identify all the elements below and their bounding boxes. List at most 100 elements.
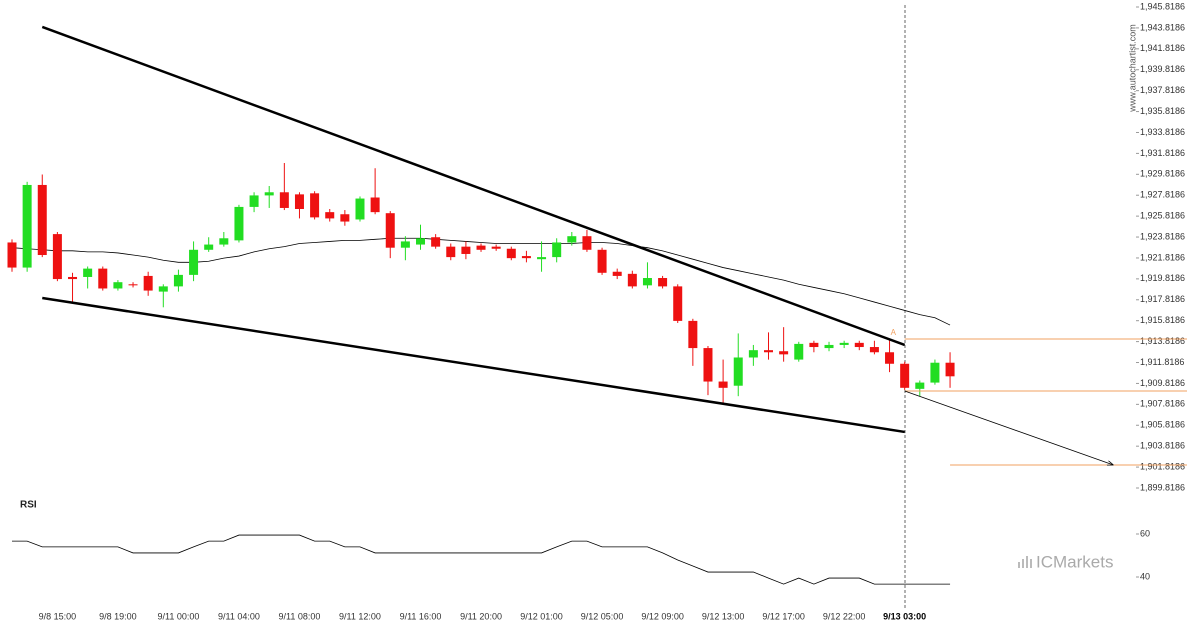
x-tick-label: 9/13 03:00 <box>883 611 926 621</box>
candle-body <box>264 192 274 196</box>
candle-body <box>431 237 441 247</box>
candle-body <box>189 249 199 275</box>
candle-body <box>294 194 304 210</box>
candle-body <box>627 273 637 287</box>
y-tick-label: 1,905.8186 <box>1140 420 1185 430</box>
y-tick-label: 1,911.8186 <box>1140 357 1184 367</box>
logo-icon <box>1018 556 1032 568</box>
level-label: A <box>891 328 897 337</box>
candle-body <box>945 362 955 377</box>
candle-body <box>400 241 410 248</box>
candle-body <box>158 286 168 292</box>
y-tick-label: 1,937.8186 <box>1140 85 1185 95</box>
y-tick-label: 1,921.8186 <box>1140 252 1185 262</box>
candle-body <box>325 212 335 219</box>
candle-body <box>733 357 743 386</box>
candle-body <box>506 248 516 259</box>
candle-body <box>173 274 183 287</box>
candle-body <box>809 342 819 348</box>
candle-body <box>52 234 62 280</box>
candle-body <box>597 249 607 273</box>
candle-body <box>83 268 93 277</box>
x-tick-label: 9/12 05:00 <box>581 611 624 621</box>
candle-body <box>461 246 471 254</box>
x-tick-label: 9/12 09:00 <box>641 611 684 621</box>
candle-body <box>794 343 804 360</box>
candle-body <box>143 275 153 291</box>
pattern-line <box>41 25 906 347</box>
candle-body <box>204 244 214 250</box>
x-tick-label: 9/11 12:00 <box>339 611 381 621</box>
y-tick-label: 1,915.8186 <box>1140 315 1185 325</box>
candle-body <box>446 246 456 258</box>
candle-body <box>37 184 47 256</box>
y-tick-label: 1,933.8186 <box>1140 127 1185 137</box>
y-tick-label: 1,931.8186 <box>1140 148 1185 158</box>
candle-body <box>279 192 289 208</box>
x-tick-label: 9/11 00:00 <box>157 611 199 621</box>
candle-body <box>476 245 486 250</box>
candle-body <box>764 350 773 353</box>
candle-body <box>7 242 17 268</box>
x-tick-label: 9/8 15:00 <box>39 611 77 621</box>
y-tick-label: 1,943.8186 <box>1140 22 1185 32</box>
candle-body <box>552 242 562 258</box>
y-tick-label: 1,927.8186 <box>1140 190 1185 200</box>
candle-body <box>642 278 652 286</box>
rsi-tick-label: 60 <box>1140 528 1150 538</box>
candle-body <box>113 282 123 289</box>
rsi-label: RSI <box>20 500 37 511</box>
x-tick-label: 9/11 08:00 <box>279 611 321 621</box>
y-tick-label: 1,919.8186 <box>1140 273 1185 283</box>
x-tick-label: 9/12 13:00 <box>702 611 745 621</box>
candle-body <box>567 236 577 243</box>
y-tick-label: 1,899.8186 <box>1140 482 1185 492</box>
candle-body <box>900 363 910 388</box>
y-tick-label: 1,935.8186 <box>1140 106 1185 116</box>
y-tick-label: 1,913.8186 <box>1140 336 1185 346</box>
x-tick-label: 9/12 01:00 <box>520 611 563 621</box>
forecast-arrow <box>904 390 1114 465</box>
candle-body <box>885 352 895 364</box>
candle-body <box>703 348 713 382</box>
candle-body <box>915 382 925 389</box>
candle-body <box>930 362 940 383</box>
rsi-line <box>12 534 951 585</box>
candle-body <box>68 276 78 280</box>
candle-body <box>22 184 32 268</box>
candle-body <box>839 342 849 345</box>
candle-body <box>491 246 501 249</box>
candle-body <box>658 278 668 287</box>
y-tick-label: 1,945.8186 <box>1140 1 1185 11</box>
candle-body <box>869 347 879 353</box>
x-tick-label: 9/12 17:00 <box>762 611 805 621</box>
candle-body <box>748 350 758 358</box>
y-tick-label: 1,929.8186 <box>1140 169 1185 179</box>
y-tick-label: 1,901.8186 <box>1140 461 1185 471</box>
candle-body <box>416 238 426 245</box>
x-tick-label: 9/11 20:00 <box>460 611 502 621</box>
candle-body <box>718 381 728 388</box>
candle-body <box>98 268 108 289</box>
candle-body <box>612 271 622 276</box>
x-tick-label: 9/11 16:00 <box>400 611 442 621</box>
candle-body <box>355 198 365 220</box>
x-tick-label: 9/12 22:00 <box>823 611 866 621</box>
candle-body <box>582 236 592 250</box>
candle-body <box>854 342 864 348</box>
y-tick-label: 1,923.8186 <box>1140 231 1185 241</box>
candle-body <box>234 206 244 241</box>
moving-average <box>11 237 951 326</box>
candle-body <box>537 257 547 260</box>
x-tick-label: 9/11 04:00 <box>218 611 260 621</box>
candle-body <box>521 256 531 259</box>
candle-body <box>128 284 138 286</box>
candle-body <box>688 320 698 349</box>
candle-body <box>824 344 834 349</box>
candle-body <box>219 238 229 245</box>
rsi-tick-label: 40 <box>1140 571 1150 581</box>
y-tick-label: 1,909.8186 <box>1140 378 1185 388</box>
candle-body <box>340 214 350 222</box>
candle-body <box>779 351 789 355</box>
